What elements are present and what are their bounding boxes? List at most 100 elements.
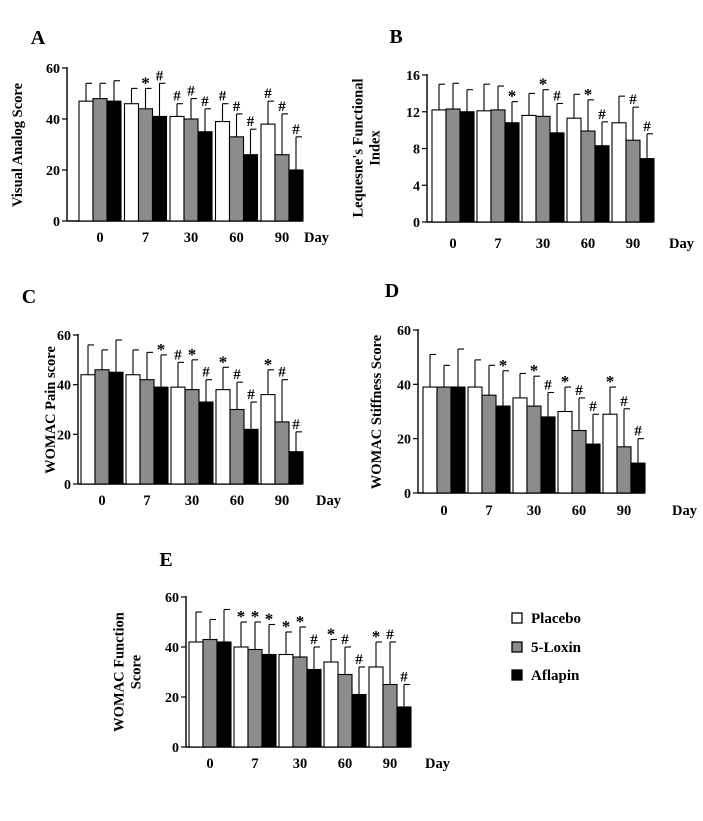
x-tick-label: 7 xyxy=(485,503,492,519)
x-tick-label: 90 xyxy=(383,756,398,772)
bar-placebo xyxy=(260,123,276,222)
bar-placebo xyxy=(566,117,582,223)
legend-swatch-placebo xyxy=(511,612,523,624)
bar-placebo xyxy=(188,641,204,748)
x-tick-label: 30 xyxy=(293,756,308,772)
significance-mark: # xyxy=(202,365,210,381)
significance-mark: * xyxy=(141,73,150,92)
x-tick-label: 0 xyxy=(206,756,213,772)
bar-aflapin xyxy=(594,145,610,223)
bar-5-loxin xyxy=(92,98,108,222)
x-tick-label: 7 xyxy=(494,236,501,252)
significance-mark: # xyxy=(173,89,181,105)
bar-5-loxin xyxy=(481,394,497,494)
significance-mark: * xyxy=(251,607,260,626)
y-axis-label: WOMAC Pain score xyxy=(43,346,59,474)
bar-5-loxin xyxy=(292,656,308,748)
x-tick-label: 90 xyxy=(617,503,632,519)
bar-placebo xyxy=(476,110,492,223)
y-tick-label: 0 xyxy=(404,487,411,502)
bar-aflapin xyxy=(396,706,412,748)
significance-mark: # xyxy=(233,99,241,115)
x-tick-label: 30 xyxy=(184,230,199,246)
significance-mark: # xyxy=(643,119,651,135)
panel-letter: C xyxy=(22,286,36,308)
x-tick-label: 0 xyxy=(98,493,105,509)
x-axis-label: Day xyxy=(425,756,451,772)
bar-placebo xyxy=(521,114,537,223)
x-tick-label: 30 xyxy=(536,236,551,252)
bar-aflapin xyxy=(243,428,259,485)
panel-b: B Lequesne's Functional Index 0 4 8 12 16 0 * 7 * #3… xyxy=(351,26,695,252)
significance-mark: * xyxy=(296,612,305,631)
bar-5-loxin xyxy=(183,118,199,222)
significance-mark: # xyxy=(310,632,318,648)
significance-mark: # xyxy=(620,394,628,410)
bar-placebo xyxy=(278,653,294,748)
y-tick-label: 40 xyxy=(57,379,71,394)
bar-aflapin xyxy=(261,653,277,748)
y-tick-label: 4 xyxy=(413,179,420,194)
bar-placebo xyxy=(170,386,186,485)
bar-5-loxin xyxy=(229,408,245,485)
x-tick-label: 0 xyxy=(440,503,447,519)
significance-mark: # xyxy=(341,632,349,648)
significance-mark: # xyxy=(278,365,286,381)
bar-5-loxin xyxy=(526,405,542,494)
bar-aflapin xyxy=(242,154,259,222)
bar-placebo xyxy=(215,389,231,485)
significance-mark: * xyxy=(264,355,273,374)
panel-letter: B xyxy=(389,26,402,48)
bar-aflapin xyxy=(630,462,646,494)
bar-5-loxin xyxy=(139,379,155,485)
x-tick-label: 7 xyxy=(142,230,149,246)
legend-label-aflapin: Aflapin xyxy=(531,668,580,684)
bar-aflapin xyxy=(459,111,475,223)
significance-mark: # xyxy=(187,84,195,100)
bar-5-loxin xyxy=(490,109,506,223)
legend-swatch-aflapin xyxy=(511,669,523,681)
significance-mark: * xyxy=(606,372,615,391)
bar-5-loxin xyxy=(580,130,596,223)
panel-letter: A xyxy=(31,27,46,49)
significance-mark: # xyxy=(156,68,164,84)
y-tick-label: 0 xyxy=(64,478,71,493)
significance-mark: * xyxy=(508,87,517,106)
bar-aflapin xyxy=(153,386,169,485)
panel-letter: D xyxy=(385,280,399,302)
x-tick-label: 90 xyxy=(275,230,290,246)
bar-aflapin xyxy=(151,115,168,222)
significance-mark: # xyxy=(598,107,606,123)
y-tick-label: 12 xyxy=(406,106,420,121)
bar-5-loxin xyxy=(436,386,452,494)
bar-5-loxin xyxy=(625,139,641,223)
bar-placebo xyxy=(125,374,141,485)
significance-mark: * xyxy=(188,345,197,364)
y-tick-label: 16 xyxy=(406,69,420,84)
y-axis-label: Lequesne's Functional xyxy=(351,79,367,218)
significance-mark: # xyxy=(247,387,255,403)
bar-aflapin xyxy=(288,169,304,222)
significance-mark: # xyxy=(292,417,300,433)
x-tick-label: 60 xyxy=(229,230,244,246)
significance-mark: * xyxy=(561,372,570,391)
significance-mark: # xyxy=(355,652,363,668)
bar-5-loxin xyxy=(202,638,218,748)
bar-placebo xyxy=(260,394,276,485)
bar-5-loxin xyxy=(228,136,245,222)
bar-placebo xyxy=(214,121,231,222)
significance-mark: * xyxy=(265,610,274,629)
x-tick-label: 90 xyxy=(626,236,641,252)
bar-5-loxin xyxy=(445,108,461,223)
y-axis-label: Index xyxy=(368,130,384,166)
bar-aflapin xyxy=(639,158,655,223)
bar-aflapin xyxy=(306,668,322,748)
significance-mark: * xyxy=(219,352,228,371)
y-tick-label: 40 xyxy=(397,378,411,393)
y-tick-label: 20 xyxy=(46,164,60,179)
significance-mark: # xyxy=(174,347,182,363)
bar-placebo xyxy=(557,410,573,494)
x-tick-label: 7 xyxy=(251,756,258,772)
